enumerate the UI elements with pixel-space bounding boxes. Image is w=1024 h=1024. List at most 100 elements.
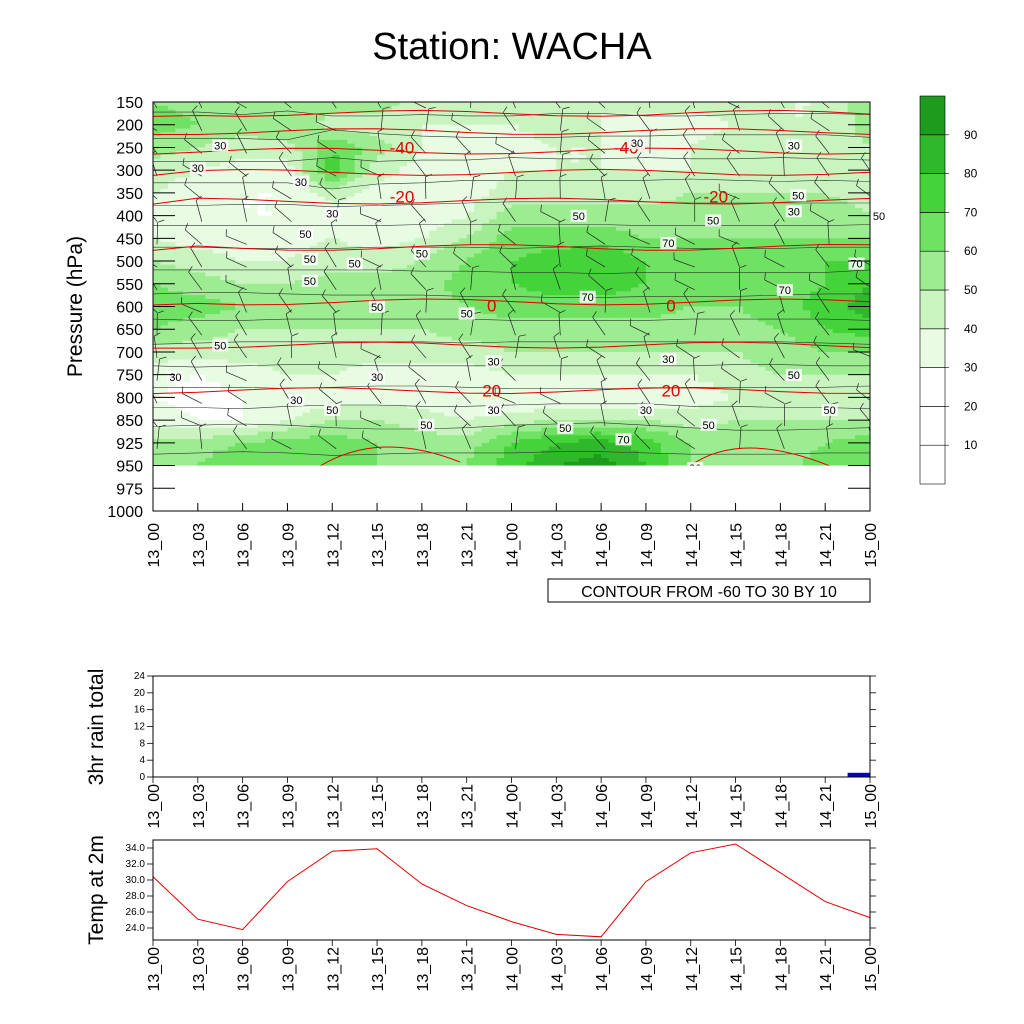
humidity-cell: [765, 268, 774, 274]
humidity-cell: [810, 204, 819, 209]
humidity-cell: [765, 223, 774, 228]
humidity-cell: [601, 268, 610, 274]
humidity-cell: [444, 238, 453, 243]
humidity-cell: [265, 276, 274, 281]
humidity-cell: [481, 196, 490, 202]
humidity-cell: [392, 102, 401, 107]
humidity-cell: [765, 102, 774, 107]
humidity-cell: [242, 279, 251, 285]
humidity-cell: [601, 272, 610, 277]
humidity-cell: [713, 185, 722, 190]
humidity-cell: [698, 200, 707, 205]
humidity-cell: [406, 257, 416, 262]
humidity-cell: [429, 272, 438, 277]
humidity-cell: [212, 268, 221, 274]
humidity-cell: [324, 181, 333, 186]
humidity-cell: [855, 155, 864, 160]
humidity-cell: [556, 211, 565, 217]
humidity-cell: [556, 200, 565, 205]
humidity-cell: [369, 291, 378, 296]
humidity-cell: [197, 268, 206, 274]
humidity-cell: [526, 185, 535, 190]
humidity-cell: [317, 234, 326, 239]
humidity-cell: [757, 128, 767, 133]
humidity-cell: [182, 155, 191, 160]
humidity-cell: [354, 173, 363, 179]
humidity-cell: [377, 189, 386, 194]
humidity-cell: [250, 204, 259, 209]
humidity-cell: [713, 124, 722, 130]
humidity-cell: [668, 128, 677, 133]
humidity-cell: [339, 177, 348, 183]
humidity-cell: [526, 128, 535, 133]
humidity-cell: [489, 257, 498, 262]
humidity-cell: [728, 242, 737, 247]
humidity-cell: [653, 139, 662, 145]
humidity-cell: [817, 147, 826, 152]
humidity-cell: [698, 268, 707, 274]
humidity-cell: [421, 143, 430, 149]
humidity-cell: [645, 109, 655, 114]
humidity-cell: [675, 215, 684, 220]
humidity-cell: [660, 211, 669, 217]
humidity-cell: [623, 200, 632, 205]
humidity-cell: [623, 264, 632, 270]
humidity-cell: [511, 211, 520, 217]
humidity-cell: [265, 226, 274, 232]
humidity-cell: [339, 234, 348, 239]
humidity-cell: [265, 204, 274, 209]
humidity-cell: [354, 120, 363, 126]
humidity-cell: [265, 287, 274, 292]
humidity-cell: [384, 147, 393, 152]
humidity-cell: [690, 272, 699, 277]
humidity-cell: [653, 109, 662, 114]
humidity-cell: [294, 272, 303, 277]
humidity-cell: [175, 204, 184, 209]
humidity-cell: [324, 189, 333, 194]
humidity-cell: [653, 238, 662, 243]
humidity-cell: [414, 242, 423, 247]
humidity-cell: [347, 230, 356, 236]
humidity-cell: [220, 211, 229, 217]
humidity-cell: [698, 147, 707, 152]
humidity-cell: [466, 120, 475, 126]
humidity-cell: [392, 136, 401, 141]
humidity-cell: [608, 245, 617, 251]
humidity-cell: [862, 113, 870, 118]
humidity-cell: [802, 117, 811, 122]
humidity-cell: [504, 192, 513, 198]
humidity-cell: [817, 102, 826, 107]
humidity-cell: [556, 223, 565, 228]
humidity-cell: [780, 192, 789, 198]
humidity-cell: [645, 173, 655, 179]
humidity-cell: [840, 136, 849, 141]
humidity-cell: [653, 185, 662, 190]
humidity-cell: [317, 147, 326, 152]
humidity-cell: [190, 298, 199, 304]
humidity-cell: [810, 253, 819, 258]
humidity-cell: [235, 139, 244, 145]
humidity-cell: [548, 185, 557, 190]
humidity-cell: [287, 162, 296, 167]
humidity-cell: [190, 223, 199, 228]
humidity-cell: [735, 192, 744, 198]
humidity-cell: [660, 128, 669, 133]
humidity-cell: [780, 166, 789, 171]
humidity-cell: [175, 223, 184, 228]
humidity-cell: [556, 291, 565, 296]
humidity-cell: [436, 211, 445, 217]
humidity-cell: [720, 276, 729, 281]
humidity-cell: [526, 283, 535, 289]
humidity-cell: [735, 234, 744, 239]
humidity-cell: [257, 196, 266, 202]
humidity-cell: [847, 155, 856, 160]
humidity-cell: [287, 226, 296, 232]
humidity-cell: [608, 173, 617, 179]
humidity-cell: [772, 102, 781, 107]
humidity-cell: [392, 238, 401, 243]
humidity-cell: [332, 200, 341, 205]
humidity-cell: [862, 223, 870, 228]
humidity-cell: [406, 204, 416, 209]
humidity-cell: [474, 120, 483, 126]
humidity-cell: [675, 261, 684, 266]
